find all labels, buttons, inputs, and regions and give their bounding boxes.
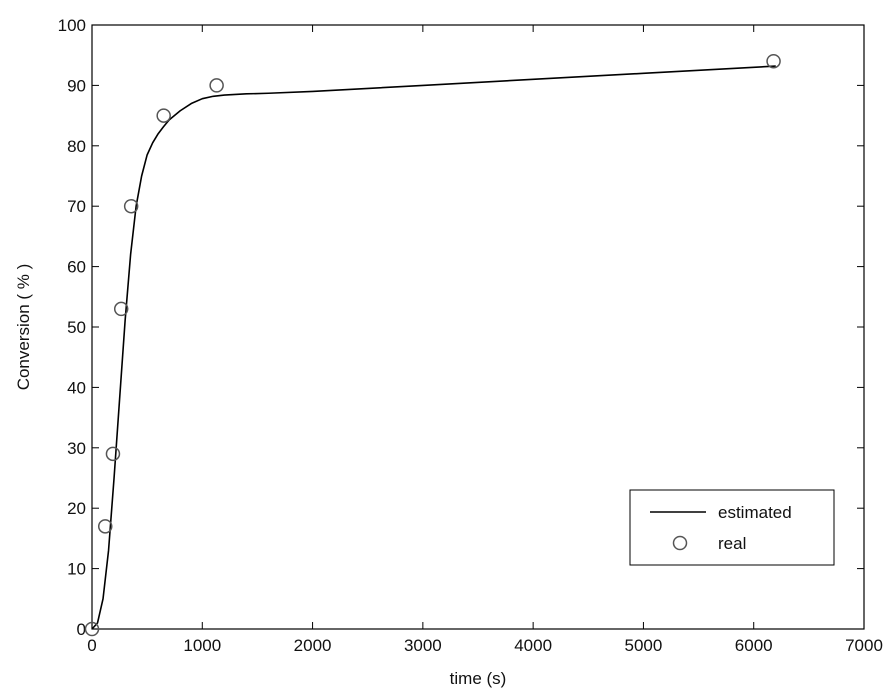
legend: estimated real (629, 489, 835, 566)
y-tick-label: 70 (67, 197, 86, 216)
x-axis-title: time (s) (450, 669, 507, 688)
ticks-layer: 0 1000 2000 3000 4000 5000 6000 7000 0 10 20 30 40 50… (58, 16, 883, 655)
y-tick-label: 10 (67, 560, 86, 579)
y-axis-title: Conversion ( % ) (14, 264, 33, 391)
data-point-real (105, 446, 121, 462)
data-point-real (97, 519, 113, 534)
data-point-real (209, 78, 224, 93)
y-tick-label: 30 (67, 439, 86, 458)
y-tick-label: 40 (67, 378, 86, 397)
series-line-estimated (91, 65, 776, 630)
x-tick-label: 2000 (294, 636, 332, 655)
data-point-real (156, 108, 171, 123)
data-point-real (766, 53, 781, 69)
legend-circle-swatch (672, 535, 688, 551)
legend-label-real: real (718, 534, 746, 553)
legend-label-estimated: estimated (718, 503, 792, 522)
y-tick-label: 60 (67, 258, 86, 277)
y-tick-label: 90 (67, 76, 86, 95)
x-tick-label: 7000 (845, 636, 883, 655)
data-point-real (84, 621, 100, 637)
y-tick-label: 0 (77, 620, 86, 639)
y-tick-label: 80 (67, 137, 86, 156)
legend-box (629, 489, 835, 566)
x-tick-label: 6000 (735, 636, 773, 655)
x-tick-label: 1000 (183, 636, 221, 655)
data-point-real (113, 301, 129, 317)
x-tick-label: 4000 (514, 636, 552, 655)
x-tick-label: 3000 (404, 636, 442, 655)
y-tick-label: 100 (58, 16, 86, 35)
y-tick-label: 20 (67, 499, 86, 518)
series-layer (84, 53, 781, 637)
x-tick-label: 0 (87, 636, 96, 655)
y-tick-label: 50 (67, 318, 86, 337)
data-point-real (123, 198, 139, 214)
x-tick-label: 5000 (625, 636, 663, 655)
